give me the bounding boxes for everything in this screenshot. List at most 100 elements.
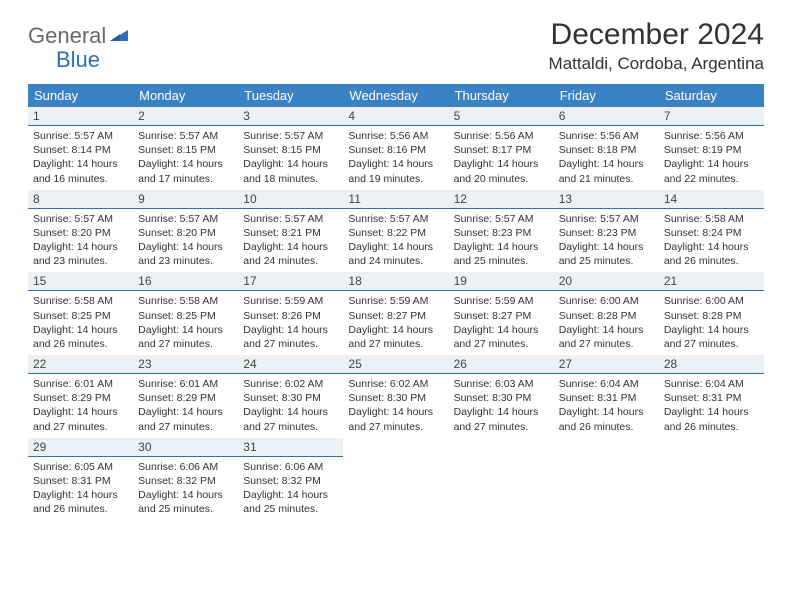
logo-text-general: General [28, 23, 106, 48]
day-number: 12 [449, 190, 554, 209]
day-details: Sunrise: 5:59 AMSunset: 8:27 PMDaylight:… [449, 291, 554, 355]
calendar-cell [659, 438, 764, 521]
day-details: Sunrise: 6:04 AMSunset: 8:31 PMDaylight:… [554, 374, 659, 438]
calendar-cell: 2Sunrise: 5:57 AMSunset: 8:15 PMDaylight… [133, 107, 238, 190]
weekday-header: Sunday [28, 84, 133, 107]
day-number: 1 [28, 107, 133, 126]
calendar-cell: 25Sunrise: 6:02 AMSunset: 8:30 PMDayligh… [343, 355, 448, 438]
calendar-cell: 3Sunrise: 5:57 AMSunset: 8:15 PMDaylight… [238, 107, 343, 190]
day-details: Sunrise: 6:01 AMSunset: 8:29 PMDaylight:… [133, 374, 238, 438]
day-number: 11 [343, 190, 448, 209]
calendar-cell: 19Sunrise: 5:59 AMSunset: 8:27 PMDayligh… [449, 272, 554, 355]
day-number: 27 [554, 355, 659, 374]
calendar-cell: 23Sunrise: 6:01 AMSunset: 8:29 PMDayligh… [133, 355, 238, 438]
day-details: Sunrise: 5:57 AMSunset: 8:20 PMDaylight:… [28, 209, 133, 273]
day-details: Sunrise: 6:02 AMSunset: 8:30 PMDaylight:… [238, 374, 343, 438]
day-number: 2 [133, 107, 238, 126]
weekday-header-row: SundayMondayTuesdayWednesdayThursdayFrid… [28, 84, 764, 107]
logo: GeneralBlue [28, 18, 130, 72]
calendar-cell [343, 438, 448, 521]
day-number: 4 [343, 107, 448, 126]
calendar-cell: 31Sunrise: 6:06 AMSunset: 8:32 PMDayligh… [238, 438, 343, 521]
location: Mattaldi, Cordoba, Argentina [549, 54, 764, 74]
day-number: 29 [28, 438, 133, 457]
day-details: Sunrise: 6:00 AMSunset: 8:28 PMDaylight:… [659, 291, 764, 355]
day-number: 28 [659, 355, 764, 374]
day-number: 22 [28, 355, 133, 374]
day-details: Sunrise: 5:57 AMSunset: 8:14 PMDaylight:… [28, 126, 133, 190]
day-details: Sunrise: 5:57 AMSunset: 8:21 PMDaylight:… [238, 209, 343, 273]
day-details: Sunrise: 6:01 AMSunset: 8:29 PMDaylight:… [28, 374, 133, 438]
month-title: December 2024 [549, 18, 764, 52]
day-number: 14 [659, 190, 764, 209]
calendar-cell: 21Sunrise: 6:00 AMSunset: 8:28 PMDayligh… [659, 272, 764, 355]
calendar-cell: 9Sunrise: 5:57 AMSunset: 8:20 PMDaylight… [133, 190, 238, 273]
calendar-cell: 15Sunrise: 5:58 AMSunset: 8:25 PMDayligh… [28, 272, 133, 355]
calendar-cell [554, 438, 659, 521]
calendar-cell: 16Sunrise: 5:58 AMSunset: 8:25 PMDayligh… [133, 272, 238, 355]
weekday-header: Monday [133, 84, 238, 107]
day-number: 5 [449, 107, 554, 126]
day-number: 8 [28, 190, 133, 209]
day-details: Sunrise: 6:02 AMSunset: 8:30 PMDaylight:… [343, 374, 448, 438]
calendar-cell: 30Sunrise: 6:06 AMSunset: 8:32 PMDayligh… [133, 438, 238, 521]
day-details: Sunrise: 5:57 AMSunset: 8:15 PMDaylight:… [133, 126, 238, 190]
triangle-icon [108, 27, 130, 48]
day-number: 21 [659, 272, 764, 291]
calendar-cell: 24Sunrise: 6:02 AMSunset: 8:30 PMDayligh… [238, 355, 343, 438]
day-details: Sunrise: 5:56 AMSunset: 8:18 PMDaylight:… [554, 126, 659, 190]
calendar-cell [449, 438, 554, 521]
calendar-cell: 26Sunrise: 6:03 AMSunset: 8:30 PMDayligh… [449, 355, 554, 438]
day-number: 18 [343, 272, 448, 291]
calendar-cell: 17Sunrise: 5:59 AMSunset: 8:26 PMDayligh… [238, 272, 343, 355]
calendar-table: SundayMondayTuesdayWednesdayThursdayFrid… [28, 84, 764, 520]
calendar-cell: 28Sunrise: 6:04 AMSunset: 8:31 PMDayligh… [659, 355, 764, 438]
day-number: 13 [554, 190, 659, 209]
day-number: 6 [554, 107, 659, 126]
day-number: 10 [238, 190, 343, 209]
calendar-week-row: 1Sunrise: 5:57 AMSunset: 8:14 PMDaylight… [28, 107, 764, 190]
weekday-header: Saturday [659, 84, 764, 107]
day-details: Sunrise: 6:00 AMSunset: 8:28 PMDaylight:… [554, 291, 659, 355]
weekday-header: Tuesday [238, 84, 343, 107]
day-details: Sunrise: 5:56 AMSunset: 8:16 PMDaylight:… [343, 126, 448, 190]
calendar-week-row: 8Sunrise: 5:57 AMSunset: 8:20 PMDaylight… [28, 190, 764, 273]
day-details: Sunrise: 5:58 AMSunset: 8:25 PMDaylight:… [28, 291, 133, 355]
day-details: Sunrise: 5:59 AMSunset: 8:26 PMDaylight:… [238, 291, 343, 355]
weekday-header: Friday [554, 84, 659, 107]
calendar-cell: 29Sunrise: 6:05 AMSunset: 8:31 PMDayligh… [28, 438, 133, 521]
calendar-cell: 22Sunrise: 6:01 AMSunset: 8:29 PMDayligh… [28, 355, 133, 438]
day-details: Sunrise: 6:03 AMSunset: 8:30 PMDaylight:… [449, 374, 554, 438]
day-details: Sunrise: 6:04 AMSunset: 8:31 PMDaylight:… [659, 374, 764, 438]
calendar-cell: 4Sunrise: 5:56 AMSunset: 8:16 PMDaylight… [343, 107, 448, 190]
day-details: Sunrise: 5:56 AMSunset: 8:19 PMDaylight:… [659, 126, 764, 190]
day-number: 9 [133, 190, 238, 209]
weekday-header: Thursday [449, 84, 554, 107]
day-details: Sunrise: 5:57 AMSunset: 8:20 PMDaylight:… [133, 209, 238, 273]
day-details: Sunrise: 5:57 AMSunset: 8:15 PMDaylight:… [238, 126, 343, 190]
calendar-week-row: 22Sunrise: 6:01 AMSunset: 8:29 PMDayligh… [28, 355, 764, 438]
calendar-cell: 27Sunrise: 6:04 AMSunset: 8:31 PMDayligh… [554, 355, 659, 438]
day-number: 31 [238, 438, 343, 457]
calendar-cell: 13Sunrise: 5:57 AMSunset: 8:23 PMDayligh… [554, 190, 659, 273]
calendar-cell: 18Sunrise: 5:59 AMSunset: 8:27 PMDayligh… [343, 272, 448, 355]
day-number: 7 [659, 107, 764, 126]
day-number: 17 [238, 272, 343, 291]
day-details: Sunrise: 5:58 AMSunset: 8:24 PMDaylight:… [659, 209, 764, 273]
weekday-header: Wednesday [343, 84, 448, 107]
day-details: Sunrise: 6:05 AMSunset: 8:31 PMDaylight:… [28, 457, 133, 521]
day-details: Sunrise: 5:57 AMSunset: 8:23 PMDaylight:… [554, 209, 659, 273]
calendar-cell: 1Sunrise: 5:57 AMSunset: 8:14 PMDaylight… [28, 107, 133, 190]
day-number: 16 [133, 272, 238, 291]
calendar-cell: 10Sunrise: 5:57 AMSunset: 8:21 PMDayligh… [238, 190, 343, 273]
calendar-week-row: 15Sunrise: 5:58 AMSunset: 8:25 PMDayligh… [28, 272, 764, 355]
day-number: 20 [554, 272, 659, 291]
calendar-cell: 14Sunrise: 5:58 AMSunset: 8:24 PMDayligh… [659, 190, 764, 273]
day-details: Sunrise: 5:59 AMSunset: 8:27 PMDaylight:… [343, 291, 448, 355]
calendar-cell: 20Sunrise: 6:00 AMSunset: 8:28 PMDayligh… [554, 272, 659, 355]
calendar-cell: 5Sunrise: 5:56 AMSunset: 8:17 PMDaylight… [449, 107, 554, 190]
day-details: Sunrise: 5:57 AMSunset: 8:23 PMDaylight:… [449, 209, 554, 273]
day-details: Sunrise: 5:57 AMSunset: 8:22 PMDaylight:… [343, 209, 448, 273]
day-number: 24 [238, 355, 343, 374]
calendar-cell: 12Sunrise: 5:57 AMSunset: 8:23 PMDayligh… [449, 190, 554, 273]
